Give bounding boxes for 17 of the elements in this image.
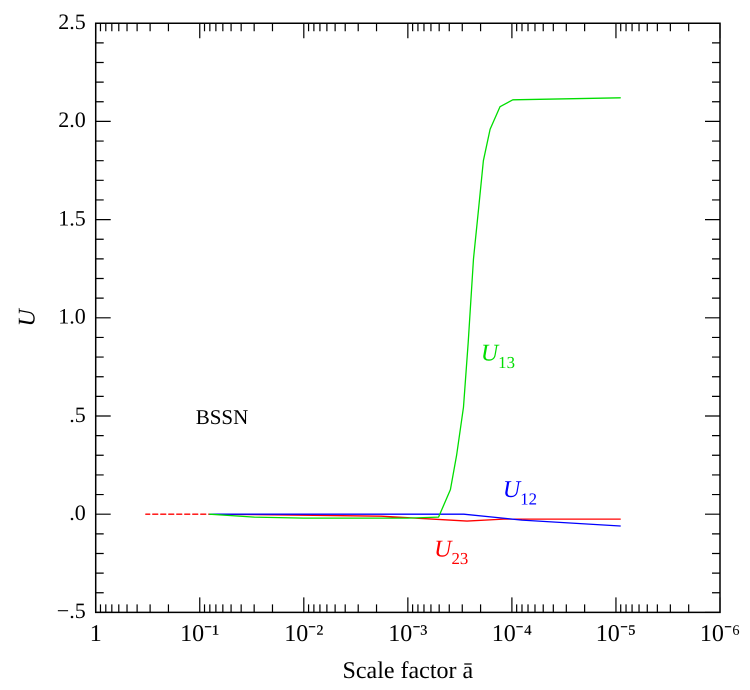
x-tick-label: 10⁻⁴ — [492, 621, 532, 648]
y-axis-title: U — [14, 307, 41, 326]
x-tick-label: 1 — [90, 621, 102, 648]
x-axis-title: Scale factor ā — [342, 658, 474, 684]
y-tick-label: −.5 — [56, 598, 86, 624]
y-tick-label: 2.0 — [58, 107, 86, 132]
annotation: BSSN — [196, 405, 248, 429]
y-tick-label: 1.5 — [58, 205, 86, 230]
x-tick-label: 10⁻² — [284, 621, 324, 648]
x-tick-label: 10⁻³ — [388, 621, 428, 648]
y-tick-label: 2.5 — [58, 8, 86, 34]
x-tick-label: 10⁻⁵ — [596, 621, 636, 648]
x-tick-label: 10⁻¹ — [180, 621, 220, 648]
y-tick-label: .0 — [69, 500, 86, 525]
x-tick-label: 10⁻⁶ — [700, 621, 740, 648]
y-tick-label: 1.0 — [58, 304, 86, 329]
y-tick-label: .5 — [69, 402, 86, 427]
